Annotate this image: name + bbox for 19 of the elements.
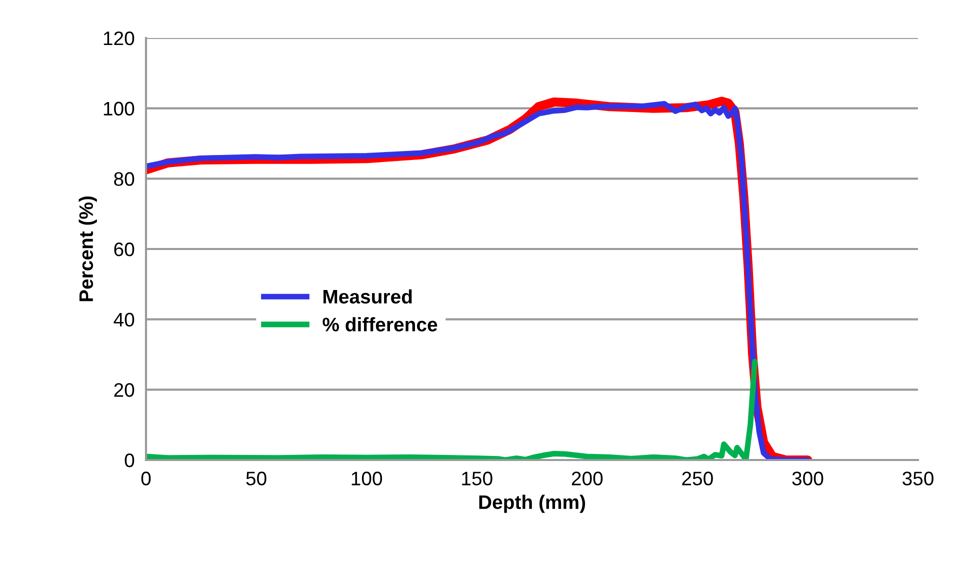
y-tick-label: 80: [114, 172, 134, 186]
y-tick-label: 60: [114, 242, 134, 256]
x-tick-label: 150: [462, 472, 492, 486]
y-tick-label: 20: [114, 383, 134, 397]
x-tick-label: 350: [902, 472, 934, 486]
x-axis-title: Depth (mm): [479, 494, 586, 513]
y-tick-label: 0: [124, 453, 134, 468]
legend-label: Measured: [323, 289, 412, 304]
y-tick-label: 120: [104, 31, 134, 46]
x-tick-label: 0: [141, 472, 151, 486]
y-tick-label: 100: [104, 102, 134, 116]
y-axis-title: Percent (%): [78, 196, 97, 302]
legend-label: % difference: [322, 317, 438, 332]
x-tick-label: 50: [246, 472, 266, 486]
x-tick-label: 100: [352, 472, 382, 486]
x-tick-label: 200: [572, 472, 603, 486]
x-tick-label: 250: [682, 472, 713, 486]
y-tick-label: 40: [114, 312, 134, 327]
x-tick-label: 300: [792, 472, 824, 486]
